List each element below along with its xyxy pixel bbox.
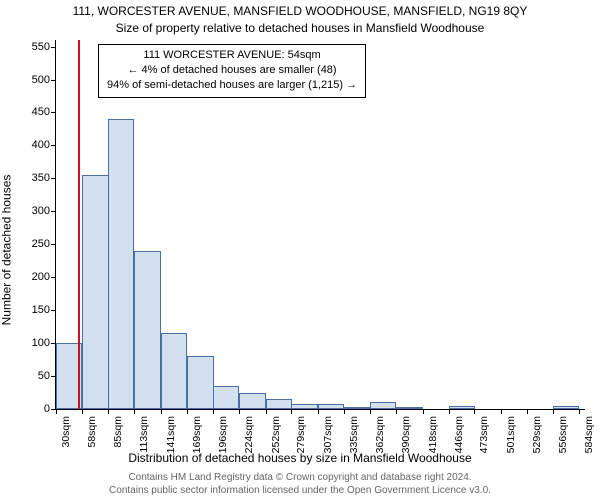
ytick-label: 350 bbox=[32, 172, 50, 184]
ytick-mark bbox=[51, 211, 56, 212]
xtick-mark bbox=[213, 409, 214, 414]
histogram-bar bbox=[370, 402, 396, 409]
xtick-label: 30sqm bbox=[60, 416, 72, 448]
attribution-line: Contains HM Land Registry data © Crown c… bbox=[0, 472, 600, 485]
xtick-label: 58sqm bbox=[86, 416, 98, 448]
xtick-label: 224sqm bbox=[243, 416, 255, 453]
attribution-text: Contains HM Land Registry data © Crown c… bbox=[0, 472, 600, 497]
attribution-line: Contains public sector information licen… bbox=[0, 485, 600, 498]
ytick-mark bbox=[51, 47, 56, 48]
x-axis-label: Distribution of detached houses by size … bbox=[0, 451, 600, 465]
xtick-mark bbox=[501, 409, 502, 414]
ytick-label: 250 bbox=[32, 238, 50, 250]
y-axis-label: Number of detached houses bbox=[0, 0, 14, 500]
xtick-mark bbox=[527, 409, 528, 414]
xtick-label: 252sqm bbox=[270, 416, 282, 453]
xtick-mark bbox=[187, 409, 188, 414]
histogram-bar bbox=[396, 407, 422, 409]
xtick-label: 556sqm bbox=[557, 416, 569, 453]
xtick-label: 446sqm bbox=[453, 416, 465, 453]
xtick-mark bbox=[423, 409, 424, 414]
ytick-label: 300 bbox=[32, 205, 50, 217]
xtick-mark bbox=[474, 409, 475, 414]
annotation-line3: 94% of semi-detached houses are larger (… bbox=[107, 78, 357, 93]
ytick-mark bbox=[51, 80, 56, 81]
ytick-label: 150 bbox=[32, 304, 50, 316]
xtick-mark bbox=[370, 409, 371, 414]
histogram-bar bbox=[82, 175, 108, 409]
histogram-bar bbox=[187, 356, 213, 409]
annotation-line2: ← 4% of detached houses are smaller (48) bbox=[107, 63, 357, 78]
xtick-label: 362sqm bbox=[374, 416, 386, 453]
ytick-label: 400 bbox=[32, 139, 50, 151]
xtick-label: 390sqm bbox=[400, 416, 412, 453]
plot-inner: 05010015020025030035040045050055030sqm58… bbox=[56, 40, 585, 409]
xtick-mark bbox=[134, 409, 135, 414]
histogram-bar bbox=[318, 404, 344, 409]
ytick-label: 100 bbox=[32, 337, 50, 349]
xtick-mark bbox=[344, 409, 345, 414]
xtick-mark bbox=[161, 409, 162, 414]
xtick-label: 85sqm bbox=[112, 416, 124, 448]
xtick-label: 141sqm bbox=[165, 416, 177, 453]
xtick-mark bbox=[396, 409, 397, 414]
xtick-label: 279sqm bbox=[295, 416, 307, 453]
xtick-label: 113sqm bbox=[138, 416, 150, 453]
xtick-mark bbox=[291, 409, 292, 414]
xtick-label: 501sqm bbox=[505, 416, 517, 453]
chart-container: 111, WORCESTER AVENUE, MANSFIELD WOODHOU… bbox=[0, 0, 600, 500]
histogram-bar bbox=[553, 406, 579, 409]
annotation-line1: 111 WORCESTER AVENUE: 54sqm bbox=[107, 48, 357, 63]
xtick-mark bbox=[82, 409, 83, 414]
xtick-label: 473sqm bbox=[478, 416, 490, 453]
xtick-label: 335sqm bbox=[348, 416, 360, 453]
xtick-mark bbox=[239, 409, 240, 414]
plot-area: 05010015020025030035040045050055030sqm58… bbox=[55, 40, 585, 410]
ytick-label: 0 bbox=[44, 403, 50, 415]
ytick-label: 450 bbox=[32, 106, 50, 118]
ytick-mark bbox=[51, 145, 56, 146]
ytick-label: 50 bbox=[38, 370, 50, 382]
xtick-mark bbox=[56, 409, 57, 414]
histogram-bar bbox=[108, 119, 134, 409]
histogram-bar bbox=[344, 407, 370, 409]
xtick-label: 307sqm bbox=[322, 416, 334, 453]
xtick-mark bbox=[579, 409, 580, 414]
xtick-label: 196sqm bbox=[217, 416, 229, 453]
xtick-label: 169sqm bbox=[191, 416, 203, 453]
annotation-box: 111 WORCESTER AVENUE: 54sqm← 4% of detac… bbox=[98, 44, 366, 98]
ytick-mark bbox=[51, 178, 56, 179]
histogram-bar bbox=[161, 333, 187, 409]
histogram-bar bbox=[213, 386, 239, 409]
xtick-label: 584sqm bbox=[583, 416, 595, 453]
histogram-bar bbox=[266, 399, 292, 409]
ytick-mark bbox=[51, 310, 56, 311]
page-title: 111, WORCESTER AVENUE, MANSFIELD WOODHOU… bbox=[0, 4, 600, 18]
histogram-bar bbox=[291, 404, 317, 409]
chart-subtitle: Size of property relative to detached ho… bbox=[0, 21, 600, 35]
xtick-mark bbox=[553, 409, 554, 414]
ytick-mark bbox=[51, 112, 56, 113]
xtick-mark bbox=[108, 409, 109, 414]
xtick-label: 529sqm bbox=[531, 416, 543, 453]
ytick-label: 550 bbox=[32, 41, 50, 53]
xtick-label: 418sqm bbox=[427, 416, 439, 453]
xtick-mark bbox=[266, 409, 267, 414]
histogram-bar bbox=[449, 406, 475, 409]
ytick-mark bbox=[51, 277, 56, 278]
histogram-bar bbox=[134, 251, 160, 409]
ytick-label: 500 bbox=[32, 74, 50, 86]
xtick-mark bbox=[318, 409, 319, 414]
ytick-mark bbox=[51, 244, 56, 245]
ytick-label: 200 bbox=[32, 271, 50, 283]
reference-line bbox=[78, 40, 80, 409]
xtick-mark bbox=[449, 409, 450, 414]
histogram-bar bbox=[239, 393, 265, 409]
